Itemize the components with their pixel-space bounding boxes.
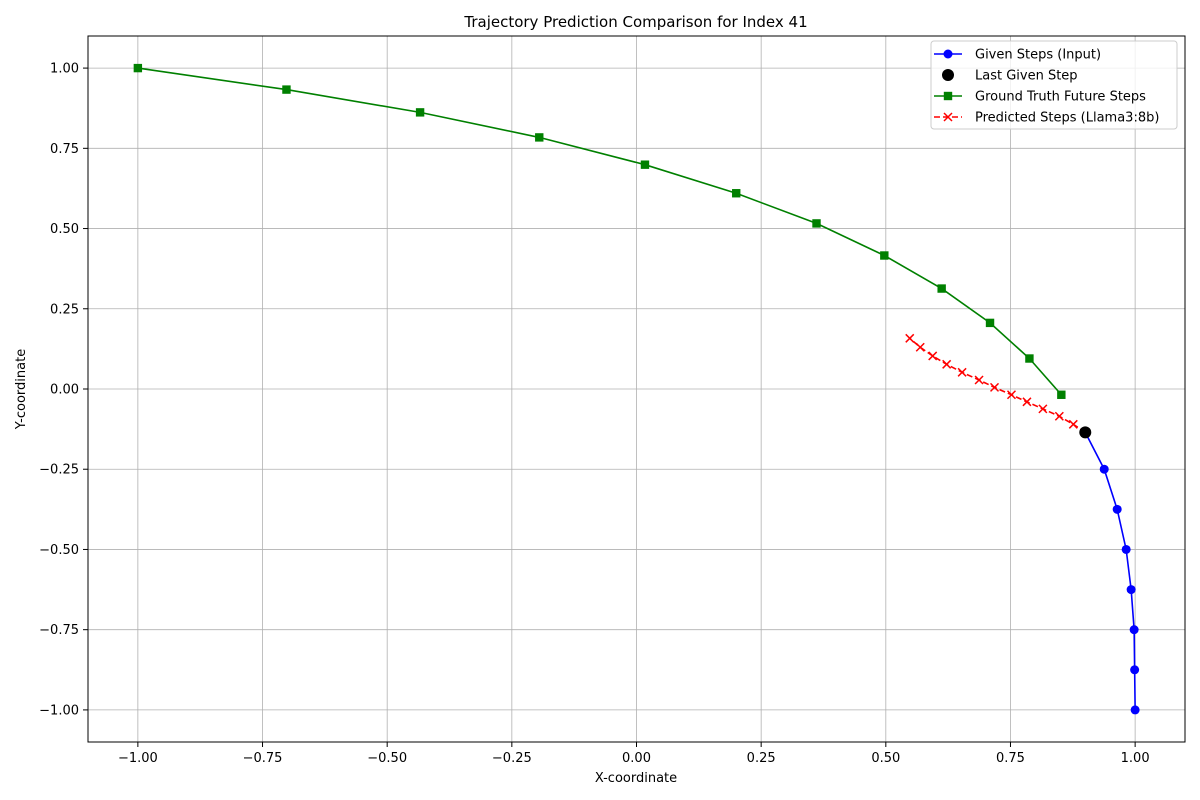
data-point xyxy=(957,367,967,377)
legend-label: Last Given Step xyxy=(975,69,1078,84)
x-marker-stroke xyxy=(974,375,984,385)
x-tick-label: −0.50 xyxy=(367,751,407,766)
x-tick-label: 0.00 xyxy=(622,751,651,766)
data-point xyxy=(1022,397,1032,407)
x-axis-label: X-coordinate xyxy=(595,771,677,786)
data-point xyxy=(1054,411,1064,421)
x-tick-label: 0.75 xyxy=(996,751,1025,766)
data-point xyxy=(1121,544,1131,554)
data-point xyxy=(1006,390,1017,400)
data-point xyxy=(640,160,650,169)
legend-entry: Predicted Steps (Llama3:8b) xyxy=(934,111,1159,126)
legend-entry: Ground Truth Future Steps xyxy=(934,90,1146,105)
x-tick-label: −0.75 xyxy=(243,751,283,766)
x-marker-stroke xyxy=(989,382,1000,392)
x-marker-stroke xyxy=(1006,390,1017,400)
legend-marker xyxy=(943,49,953,59)
legend-label: Predicted Steps (Llama3:8b) xyxy=(975,111,1159,126)
data-point xyxy=(937,284,946,293)
x-tick-label: 0.50 xyxy=(871,751,900,766)
series-predicted-steps-llama3-8b xyxy=(905,333,1090,437)
x-marker-stroke xyxy=(915,342,925,352)
legend-label: Given Steps (Input) xyxy=(975,48,1101,63)
data-point xyxy=(1068,419,1078,429)
x-marker-stroke xyxy=(1068,419,1078,429)
data-point xyxy=(1057,390,1066,399)
series-ground-truth-future-steps xyxy=(133,63,1066,399)
data-point xyxy=(812,219,821,228)
x-tick-label: −1.00 xyxy=(118,751,158,766)
y-tick-label: 0.75 xyxy=(50,142,79,157)
x-marker-stroke xyxy=(1054,411,1064,421)
x-marker-stroke xyxy=(928,351,938,361)
legend-box xyxy=(930,40,1178,130)
data-point xyxy=(133,63,143,73)
plot-series xyxy=(133,63,1140,715)
data-point xyxy=(1130,665,1140,675)
data-point xyxy=(880,251,889,260)
data-point xyxy=(1112,504,1122,514)
data-point xyxy=(974,375,984,385)
data-point xyxy=(1079,426,1092,439)
x-tick-label: 1.00 xyxy=(1121,751,1150,766)
legend-marker xyxy=(943,112,953,122)
x-marker-stroke xyxy=(905,333,915,343)
data-point xyxy=(1126,585,1136,595)
data-point xyxy=(985,318,995,328)
data-point xyxy=(1038,404,1048,414)
x-marker-stroke xyxy=(957,367,967,377)
legend-label: Ground Truth Future Steps xyxy=(975,90,1146,105)
y-tick-label: 1.00 xyxy=(50,62,79,77)
data-point xyxy=(282,85,291,94)
data-point xyxy=(1025,354,1034,363)
data-point xyxy=(535,133,544,142)
data-point xyxy=(732,189,741,198)
x-marker-stroke xyxy=(1038,404,1048,414)
data-point xyxy=(928,351,938,361)
chart-title: Trajectory Prediction Comparison for Ind… xyxy=(463,13,807,31)
grid xyxy=(88,36,1185,742)
data-point xyxy=(915,342,925,352)
data-point xyxy=(989,382,1000,392)
data-point xyxy=(1129,625,1139,635)
y-tick-label: 0.50 xyxy=(50,222,79,237)
x-tick-label: 0.25 xyxy=(747,751,776,766)
data-point xyxy=(905,333,915,343)
series-last-given-step xyxy=(1079,426,1092,439)
legend-marker xyxy=(942,69,954,81)
data-point xyxy=(415,108,425,117)
series-line xyxy=(1084,431,1136,710)
y-tick-label: −0.75 xyxy=(39,623,79,638)
x-tick-label: −0.25 xyxy=(492,751,532,766)
y-tick-label: −1.00 xyxy=(39,703,79,718)
y-tick-label: −0.50 xyxy=(39,543,79,558)
x-marker-stroke xyxy=(943,112,953,122)
y-tick-label: 0.00 xyxy=(50,383,79,398)
legend-marker xyxy=(943,91,953,101)
y-axis-label: Y-coordinate xyxy=(14,349,29,430)
series-line xyxy=(137,67,1062,396)
x-marker-stroke xyxy=(942,359,952,369)
data-point xyxy=(1130,705,1140,715)
legend-entry: Last Given Step xyxy=(942,69,1078,84)
legend: Given Steps (Input) Last Given Step Ground… xyxy=(930,40,1178,130)
axis-ticks: −1.00 −0.75 −0.50 −0.25 0.00 0.25 0.50 0.75 1.00… xyxy=(39,62,1149,766)
x-marker-stroke xyxy=(1022,397,1032,407)
data-point xyxy=(942,359,952,369)
y-tick-label: −0.25 xyxy=(39,463,79,478)
y-tick-label: 0.25 xyxy=(50,302,79,317)
legend-entry: Given Steps (Input) xyxy=(934,48,1101,63)
data-point xyxy=(1099,464,1109,474)
